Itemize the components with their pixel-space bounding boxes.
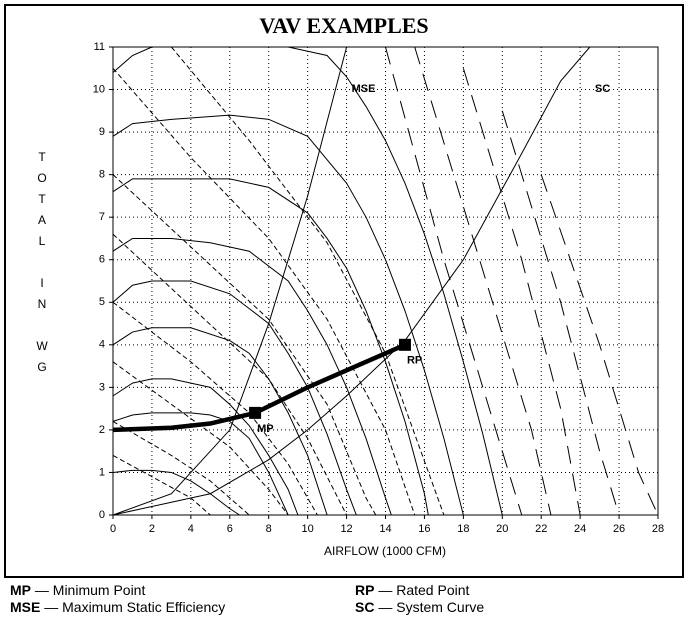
series-line [112, 412, 289, 516]
series-line [112, 233, 348, 516]
x-axis-label: AIRFLOW (1000 CFM) [324, 544, 446, 558]
x-tick-label: 10 [302, 523, 314, 535]
y-tick-label: 6 [99, 254, 105, 266]
point-marker [249, 406, 262, 419]
legend-text: — Maximum Static Efficiency [44, 599, 226, 615]
x-tick-label: 20 [496, 523, 508, 535]
x-tick-label: 14 [379, 523, 391, 535]
series-label: MSE [352, 83, 376, 95]
series-line [540, 174, 659, 516]
legend-item: MP — Minimum Point [10, 582, 145, 598]
y-tick-label: 11 [94, 41, 105, 53]
x-tick-label: 12 [340, 523, 352, 535]
y-axis-label: TOTAL IN WG [35, 150, 49, 381]
x-tick-label: 24 [574, 523, 586, 535]
series-line [112, 301, 318, 516]
series-line [112, 114, 464, 516]
series-line [112, 67, 416, 516]
y-tick-label: 9 [99, 126, 105, 138]
legend-text: — System Curve [378, 599, 485, 615]
legend-item: RP — Rated Point [355, 582, 469, 598]
legend-text: — Rated Point [378, 582, 470, 598]
point-label: MP [257, 423, 274, 435]
series-line [462, 68, 581, 516]
series-line [112, 178, 429, 516]
legend-abbr: SC [355, 599, 375, 615]
series-line [112, 469, 240, 516]
y-tick-label: 1 [99, 466, 105, 478]
series-line [112, 327, 328, 516]
series-line [112, 361, 289, 516]
x-tick-label: 6 [227, 523, 233, 535]
x-tick-label: 4 [188, 523, 194, 535]
x-tick-label: 28 [652, 523, 664, 535]
series-line [112, 46, 153, 73]
legend-item: MSE — Maximum Static Efficiency [10, 599, 225, 615]
legend-text: — Minimum Point [34, 582, 146, 598]
series-line [385, 46, 523, 516]
y-tick-label: 10 [93, 83, 105, 95]
series-line [414, 46, 552, 516]
point-marker [398, 338, 411, 351]
y-tick-label: 7 [99, 211, 105, 223]
legend-abbr: RP [355, 582, 375, 598]
series-line [112, 454, 211, 516]
series-line [112, 420, 250, 516]
x-tick-label: 8 [266, 523, 272, 535]
x-tick-label: 18 [457, 523, 469, 535]
series-line [501, 110, 620, 516]
y-tick-label: 4 [99, 339, 105, 351]
series-line [190, 46, 503, 516]
x-tick-label: 22 [535, 523, 547, 535]
x-tick-label: 26 [613, 523, 625, 535]
series-line [112, 46, 348, 516]
point-label: RP [407, 355, 422, 367]
x-tick-label: 0 [110, 523, 116, 535]
y-tick-label: 2 [99, 424, 105, 436]
chart-title: VAV EXAMPLES [259, 13, 428, 38]
series-line [171, 46, 445, 516]
frame [4, 4, 684, 578]
series-line [112, 378, 299, 516]
series-line [112, 46, 591, 516]
x-tick-label: 2 [149, 523, 155, 535]
y-tick-label: 5 [99, 296, 105, 308]
legend-abbr: MSE [10, 599, 41, 615]
series-line [112, 174, 377, 516]
series-line [112, 237, 392, 516]
series-label: SC [595, 83, 610, 95]
y-tick-label: 3 [99, 381, 105, 393]
y-tick-label: 0 [99, 509, 105, 521]
x-tick-label: 16 [418, 523, 430, 535]
y-tick-label: 8 [99, 169, 105, 181]
legend-item: SC — System Curve [355, 599, 484, 615]
legend-abbr: MP [10, 582, 31, 598]
